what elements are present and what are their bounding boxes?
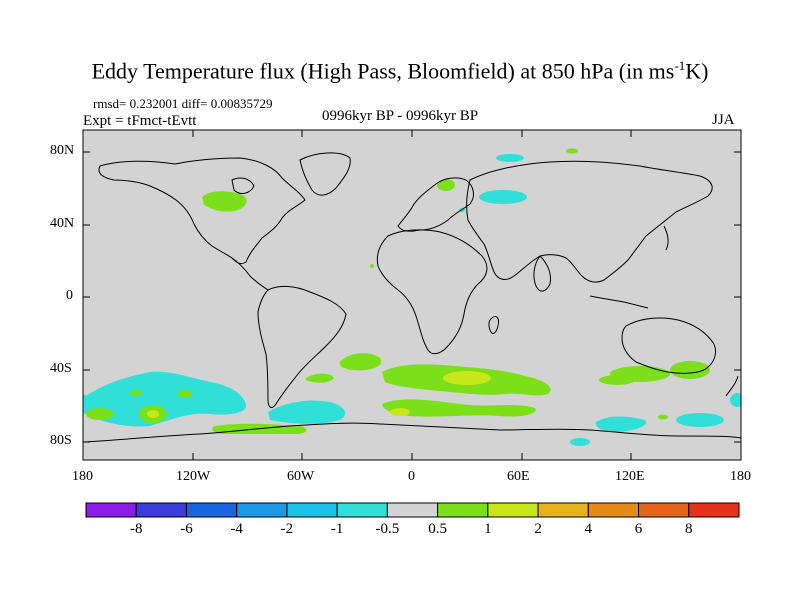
arctic-green-field: [566, 148, 578, 154]
s-pacific-cyan-field: [83, 371, 246, 427]
colorbar-label: 4: [584, 521, 593, 537]
arctic-cyan-field: [496, 154, 524, 162]
coast-south-america: [257, 285, 347, 408]
colorbar-label: 6: [634, 521, 643, 537]
antarctic-cyan-field: [595, 416, 647, 432]
s-pacific-green-patch-3: [178, 390, 192, 398]
colorbar-swatch: [336, 502, 388, 518]
antarctic-cyan-field-2: [676, 413, 724, 427]
experiment-label: Expt = tFmct-tEvtt: [83, 113, 197, 129]
chart-title: Eddy Temperature flux (High Pass, Bloomf…: [0, 58, 800, 84]
colorbar-label: 2: [534, 521, 542, 537]
season-label: JJA: [712, 112, 735, 128]
colorbar-label: 1: [484, 521, 492, 537]
coast-australia: [621, 317, 717, 374]
s-atlantic-green-field-2: [306, 373, 334, 383]
lat-label: 40S: [50, 361, 72, 376]
colorbar-swatch: [688, 502, 740, 518]
colorbar-swatch: [437, 502, 489, 518]
colorbar-swatch: [587, 502, 640, 518]
s-pacific-green-east-3: [599, 375, 635, 385]
s-indian-yellow-field: [443, 371, 491, 385]
colorbar-label: -4: [230, 521, 243, 537]
scandinavia-green-field: [437, 179, 455, 191]
colorbar-swatch: [487, 502, 539, 518]
colorbar-swatch: [236, 502, 288, 518]
s-pacific-green-patch: [86, 408, 114, 420]
colorbar: [85, 502, 740, 518]
coast-greenland: [299, 152, 351, 196]
s-pacific-yellow-patch: [147, 410, 159, 418]
colorbar-label: -0.5: [375, 521, 400, 537]
coast-antarctica: [83, 422, 741, 443]
antarctic-cyan-field-3: [570, 438, 590, 446]
title-superscript: -1: [674, 58, 686, 73]
lon-label: 0: [408, 469, 415, 484]
s-indian-yellow-field-2: [390, 408, 410, 416]
coast-africa: [376, 229, 488, 355]
antarctic-cyan-field-4: [730, 393, 741, 407]
colorbar-label: -8: [129, 521, 143, 537]
colorbar-label: 8: [685, 521, 693, 537]
lon-label: 120E: [615, 469, 645, 484]
anomaly-fields: [83, 148, 741, 446]
colorbar-label: -2: [280, 521, 294, 537]
title-main: Eddy Temperature flux (High Pass, Bloomf…: [91, 58, 675, 84]
colorbar-swatch: [638, 502, 690, 518]
lon-label: 60E: [507, 469, 530, 484]
coast-indonesia: [589, 295, 649, 309]
colorbar-swatch: [185, 502, 238, 518]
s-pacific-green-east-2: [670, 361, 710, 379]
title-end: K): [685, 58, 709, 84]
lat-label: 80S: [50, 433, 72, 448]
n-america-green-field: [202, 191, 247, 212]
antarctic-green-small: [658, 414, 668, 420]
siberia-cyan-field: [479, 190, 527, 204]
coast-north-america: [98, 157, 306, 265]
s-pacific-green-patch-4: [130, 390, 142, 396]
s-pacific-cyan-field-2: [83, 394, 93, 412]
lat-label: 40N: [50, 216, 75, 231]
lon-label: 120W: [176, 469, 211, 484]
coast-asia: [466, 160, 713, 283]
colorbar-label: -1: [330, 521, 344, 537]
lon-label: 180: [730, 469, 751, 484]
africa-green-small: [370, 264, 374, 268]
colorbar-swatch: [85, 502, 137, 518]
colorbar-swatch: [386, 502, 439, 518]
s-atlantic-indian-green-field: [339, 353, 382, 371]
colorbar-swatch: [135, 502, 187, 518]
colorbar-label: 0.5: [428, 521, 447, 537]
lat-label: 80N: [50, 143, 75, 158]
colorbar-label: -6: [180, 521, 193, 537]
lat-label: 0: [66, 288, 73, 303]
s-indian-green-lower: [382, 399, 536, 417]
lon-label: 180: [72, 469, 93, 484]
coast-new-zealand: [725, 375, 739, 397]
s-atlantic-cyan-field: [268, 400, 346, 424]
coast-hudson-bay: [231, 177, 255, 194]
coast-madagascar: [488, 315, 499, 334]
axis-ticks: [83, 130, 741, 460]
coast-india: [533, 255, 551, 292]
coastlines: [83, 152, 741, 443]
colorbar-swatch: [286, 502, 338, 518]
lon-label: 60W: [287, 469, 315, 484]
coast-japan: [663, 225, 669, 251]
coast-central-america: [231, 257, 269, 291]
colorbar-swatch: [537, 502, 589, 518]
period-label: 0996kyr BP - 0996kyr BP: [322, 108, 479, 124]
stats-text: rmsd= 0.232001 diff= 0.00835729: [93, 96, 273, 111]
